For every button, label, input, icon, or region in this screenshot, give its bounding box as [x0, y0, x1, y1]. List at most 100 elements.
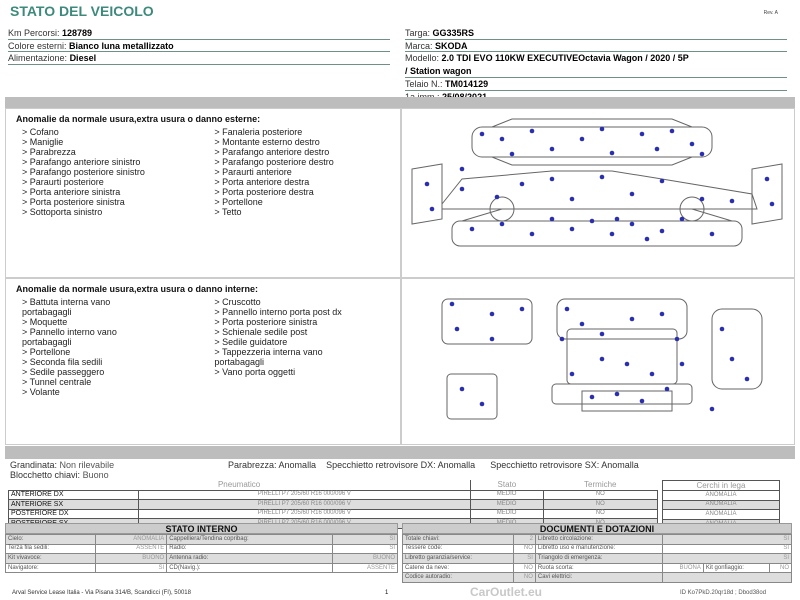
damage-marker [569, 196, 575, 202]
damage-marker [679, 361, 685, 367]
tyre-row: POSTERIORE DX PIRELLI P7 205/60 R16 000/0… [8, 508, 659, 520]
grid-label: Libretto circolazione: [534, 534, 664, 545]
damage-marker [699, 151, 705, 157]
grid-row: Totale chiavi: 2 Libretto circolazione: SI [401, 534, 792, 545]
damage-marker [629, 316, 635, 322]
page-number: 1 [385, 590, 389, 596]
damage-marker [629, 191, 635, 197]
grid-value: BUONO [95, 553, 168, 564]
exterior-heading: Anomalie da normale usura,extra usura o … [16, 114, 261, 124]
info-km: Km Percorsi: 128789 [8, 27, 390, 40]
grid-label: Cavi elettrici: [534, 572, 664, 583]
grid-value: SI [95, 562, 168, 574]
grid-row: Tessere code: NO Libretto uso e manutenzio… [401, 543, 792, 555]
tyre-cell: MEDIO [469, 508, 544, 520]
rims-table: Cerchi in lega ANOMALIAANOMALIAANOMALIAA… [662, 480, 780, 530]
grid-label: Cappelliera/Tendina copribag: [166, 534, 334, 545]
status-specchietto-dx: Specchietto retrovisore DX: Anomalla [326, 460, 476, 470]
info-modello: Modello: 2.0 TDI EVO 110KW EXECUTIVEOcta… [405, 52, 787, 78]
tyre-cell: POSTERIORE DX [8, 508, 139, 520]
grid-value: NO [769, 562, 792, 574]
damage-item: portabagagli [214, 357, 264, 367]
tyre-cell: ANTERIORE DX [8, 489, 139, 501]
status-parabrezza: Parabrezza: Anomalla [228, 460, 317, 470]
damage-item: > Tetto [214, 207, 242, 217]
document-id: ID Ko7PkD.20qr18d ; Dbod38od [680, 590, 767, 596]
damage-marker [624, 361, 630, 367]
damage-marker [679, 216, 685, 222]
damage-marker [459, 186, 465, 192]
info-targa: Targa: GG335RS [405, 27, 787, 40]
damage-marker [549, 216, 555, 222]
damage-marker [449, 301, 455, 307]
tyre-cell: MEDIO [469, 499, 544, 510]
damage-marker [609, 150, 615, 156]
divider-bar [5, 446, 795, 459]
damage-item: > Paraurti anteriore [214, 167, 292, 177]
grid-label: Antenna radio: [166, 553, 334, 564]
grid-row: Terza fila sedili: ASSENTE Radio: SI [4, 543, 398, 555]
damage-marker [709, 406, 715, 412]
interior-diagram [401, 278, 795, 445]
grid-label: Kit vivavoce: [4, 553, 97, 564]
damage-item: > Parafango posteriore sinistro [22, 167, 145, 177]
grid-label: Radio: [166, 543, 334, 555]
damage-marker [659, 228, 665, 234]
damage-marker [469, 226, 475, 232]
grid-label: Terza fila sedili: [4, 543, 97, 555]
damage-item: > Porta anteriore destra [214, 177, 310, 187]
damage-marker [614, 216, 620, 222]
damage-item: > Pannello interno porta post dx [214, 307, 342, 317]
damage-marker [639, 131, 645, 137]
damage-marker [519, 306, 525, 312]
damage-marker [709, 231, 715, 237]
damage-marker [579, 321, 585, 327]
damage-marker [764, 176, 770, 182]
rim-cell: ANOMALIA [662, 509, 780, 520]
damage-item: > Cruscotto [214, 297, 261, 307]
damage-marker [479, 131, 485, 137]
damage-item: > Parafango anteriore sinistro [22, 157, 141, 167]
grid-value: ASSENTE [95, 543, 168, 555]
damage-item: > Volante [22, 387, 60, 397]
status-specchietto-sx: Specchietto retrovisore SX: Anomalla [490, 460, 639, 470]
damage-marker [729, 198, 735, 204]
damage-marker [429, 206, 435, 212]
damage-item: > Tunnel centrale [22, 377, 92, 387]
tyre-cell: PIRELLI P7 205/60 R16 000/096 V [138, 499, 471, 510]
damage-item: > Fanaleria posteriore [214, 127, 303, 137]
grid-label: Cielo: [4, 534, 97, 545]
damage-item: > Porta posteriore sinistra [22, 197, 125, 207]
damage-marker [744, 376, 750, 382]
damage-item: portabagagli [22, 307, 72, 317]
damage-marker [529, 128, 535, 134]
damage-marker [459, 166, 465, 172]
grid-value: SI [662, 543, 792, 555]
tyre-cell: ANTERIORE SX [8, 499, 139, 510]
damage-item: > Cofano [22, 127, 59, 137]
damage-marker [654, 146, 660, 152]
damage-item: > Vano porta oggetti [214, 367, 296, 377]
info-alimentazione: Alimentazione: Diesel [8, 52, 390, 65]
damage-item: > Pannello interno vano [22, 327, 117, 337]
damage-item: > Paraurti posteriore [22, 177, 104, 187]
grid-value: BUONO [332, 553, 398, 564]
damage-marker [699, 196, 705, 202]
documenti-dotazioni: DOCUMENTI E DOTAZIONI Totale chiavi: 2 Lib… [401, 523, 792, 583]
grid-value: BUONA [662, 562, 704, 574]
tyre-row: ANTERIORE SX PIRELLI P7 205/60 R16 000/09… [8, 499, 659, 510]
damage-item: > Parafango posteriore destro [214, 157, 334, 167]
damage-marker [599, 174, 605, 180]
grid-value: SI [662, 553, 792, 564]
tyre-cell: NO [542, 508, 659, 520]
damage-marker [644, 236, 650, 242]
interior-damage-list: Anomalie da normale usura,extra usura o … [5, 278, 401, 445]
damage-marker [659, 311, 665, 317]
grid-label: Catene da neve: [401, 562, 515, 574]
footer-address: Arval Service Lease Italia - Via Pisana … [12, 590, 191, 596]
grid-value: SI [662, 534, 792, 545]
damage-marker [659, 178, 665, 184]
grid-value: NO [513, 562, 536, 574]
damage-marker [494, 194, 500, 200]
grid-value: 2 [513, 534, 536, 545]
